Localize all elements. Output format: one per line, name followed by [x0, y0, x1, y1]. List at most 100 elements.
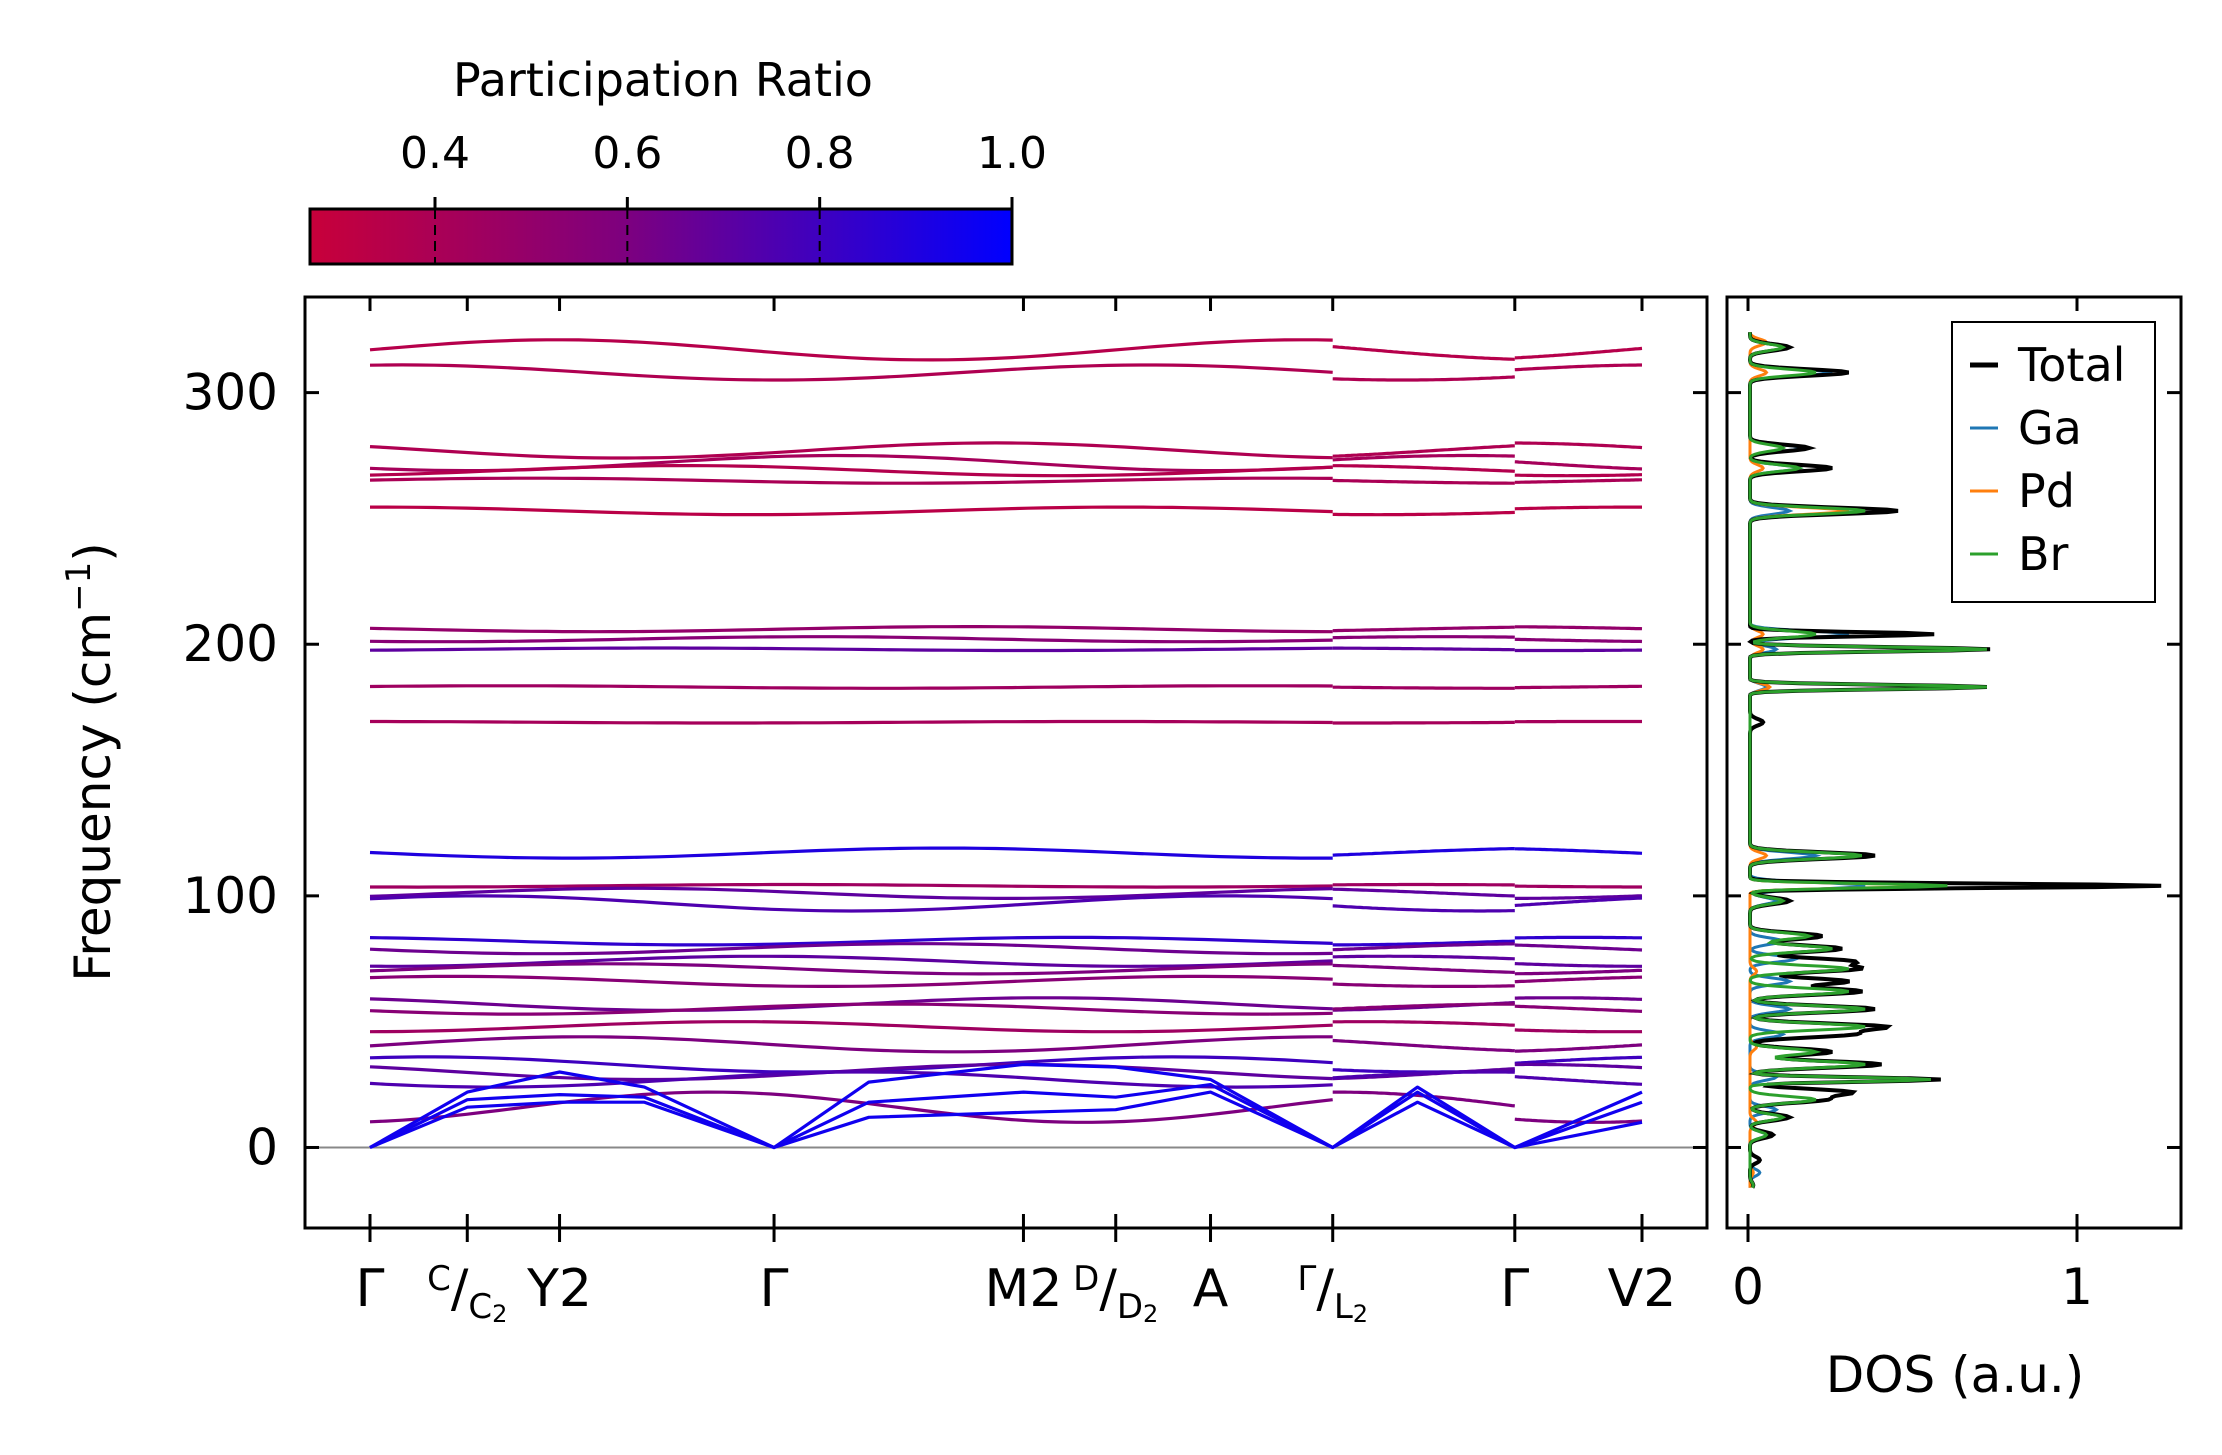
optical-band-line	[1332, 942, 1515, 952]
kpoint-label: D/D2	[1073, 1259, 1158, 1328]
dos-legend: Total Ga Pd Br	[1951, 321, 2156, 603]
y-axis-label: Frequency (cm−1)	[59, 542, 122, 982]
optical-band-line	[1332, 453, 1515, 462]
optical-band-line	[369, 476, 1333, 485]
optical-band-line	[1332, 982, 1515, 988]
optical-band-line	[1514, 346, 1643, 360]
band-axes: 0 100 200 300 Γ C/C2 Y2 Γ M2 D/D2 A Γ/L2 Γ V2	[183, 297, 1707, 1328]
optical-band-line	[1514, 637, 1643, 644]
optical-band-line	[1332, 887, 1515, 898]
acoustic-band-line	[369, 1090, 1643, 1150]
optical-band-line	[370, 882, 1333, 889]
acoustic-band-line	[369, 1083, 1643, 1150]
optical-band-line	[1514, 1028, 1643, 1034]
optical-band-line	[1514, 884, 1642, 889]
optical-band-line	[369, 684, 1333, 690]
optical-band-line	[1332, 510, 1515, 517]
optical-band-line	[369, 974, 1333, 988]
optical-band-line	[1332, 635, 1515, 640]
optical-band-line	[369, 625, 1333, 634]
optical-band-line	[369, 338, 1333, 362]
optical-band-line	[1332, 720, 1515, 725]
optical-band-line	[1514, 1062, 1643, 1070]
legend-label: Br	[2018, 527, 2069, 581]
colorbar-gradient	[308, 207, 1014, 266]
band-structure-panel: 0 100 200 300 Γ C/C2 Y2 Γ M2 D/D2 A Γ/L2 Γ V2 Frequen…	[59, 295, 1709, 1328]
optical-band-line	[369, 942, 1333, 956]
optical-band-line	[1332, 1070, 1515, 1080]
kpoint-label: Γ/L2	[1297, 1259, 1368, 1328]
optical-band-line	[369, 464, 1333, 478]
band-lines	[305, 338, 1707, 1150]
colorbar-tick-label: 0.6	[592, 128, 662, 179]
optical-band-line	[1332, 939, 1515, 947]
optical-band-line	[370, 719, 1333, 725]
optical-band-line	[1514, 684, 1642, 690]
optical-band-line	[369, 1020, 1333, 1034]
dos-panel-frame	[1725, 295, 2183, 1230]
optical-band-line	[1514, 943, 1643, 952]
optical-band-line	[1332, 1002, 1515, 1011]
optical-band-line	[1332, 444, 1515, 458]
optical-band-line	[1514, 896, 1643, 908]
optical-band-line	[1514, 1055, 1643, 1065]
optical-band-line	[1514, 1043, 1643, 1053]
optical-band-line	[1332, 345, 1515, 361]
optical-band-line	[369, 935, 1333, 947]
optical-band-line	[369, 1070, 1333, 1089]
optical-band-line	[1514, 847, 1643, 855]
colorbar-tick-label: 0.4	[400, 128, 470, 179]
optical-band-line	[1332, 963, 1515, 974]
optical-band-line	[1514, 962, 1642, 968]
optical-band-line	[1332, 375, 1515, 382]
optical-band-line	[1332, 847, 1515, 857]
optical-band-line	[1514, 473, 1642, 478]
optical-band-line	[1514, 1117, 1643, 1124]
optical-band-line	[369, 962, 1333, 976]
kpoint-label: Γ	[356, 1259, 385, 1319]
optical-band-line	[1514, 935, 1643, 940]
dos-line-br	[1748, 332, 1987, 1189]
optical-band-line	[1332, 1038, 1515, 1053]
optical-band-line	[369, 646, 1333, 653]
legend-label: Total	[2017, 338, 2125, 392]
band-panel-frame	[303, 295, 1709, 1230]
optical-band-line	[369, 1035, 1333, 1054]
optical-band-line	[1332, 954, 1515, 961]
optical-band-line	[1514, 968, 1643, 976]
optical-band-line	[369, 441, 1333, 460]
optical-band-line	[1514, 894, 1643, 900]
legend-label: Ga	[2018, 401, 2082, 455]
optical-band-line	[1332, 1020, 1515, 1027]
optical-band-line	[369, 894, 1333, 913]
y-tick-label: 0	[246, 1118, 278, 1176]
optical-band-line	[369, 1090, 1333, 1124]
optical-band-line	[1514, 505, 1642, 511]
acoustic-band-line	[369, 1062, 1643, 1150]
kpoint-label: C/C2	[427, 1259, 507, 1328]
optical-band-line	[1332, 625, 1515, 633]
optical-band-line	[1514, 625, 1643, 631]
optical-band-line	[1332, 464, 1515, 473]
optical-band-line	[1514, 460, 1643, 471]
optical-band-line	[369, 846, 1333, 860]
colorbar-ticks: 0.4 0.6 0.8 1.0	[400, 128, 1047, 264]
y-tick-label: 100	[183, 867, 278, 925]
optical-band-line	[1514, 1075, 1643, 1086]
colorbar-tick-label: 1.0	[977, 128, 1047, 179]
kpoint-label: Y2	[526, 1259, 592, 1319]
optical-band-line	[1514, 996, 1643, 1001]
kpoint-label: Γ	[1500, 1259, 1529, 1319]
optical-band-line	[1514, 478, 1642, 484]
y-tick-label: 200	[183, 615, 278, 673]
optical-band-line	[1514, 975, 1643, 984]
optical-band-line	[1332, 478, 1515, 485]
dos-x-axis-label: DOS (a.u.)	[1826, 1346, 2085, 1404]
colorbar-tick-label: 0.8	[785, 128, 855, 179]
kpoint-label: V2	[1608, 1259, 1677, 1319]
dos-x-tick-label: 0	[1732, 1258, 1764, 1316]
colorbar: Participation Ratio 0.4 0.6 0.8 1.0	[308, 53, 1047, 266]
